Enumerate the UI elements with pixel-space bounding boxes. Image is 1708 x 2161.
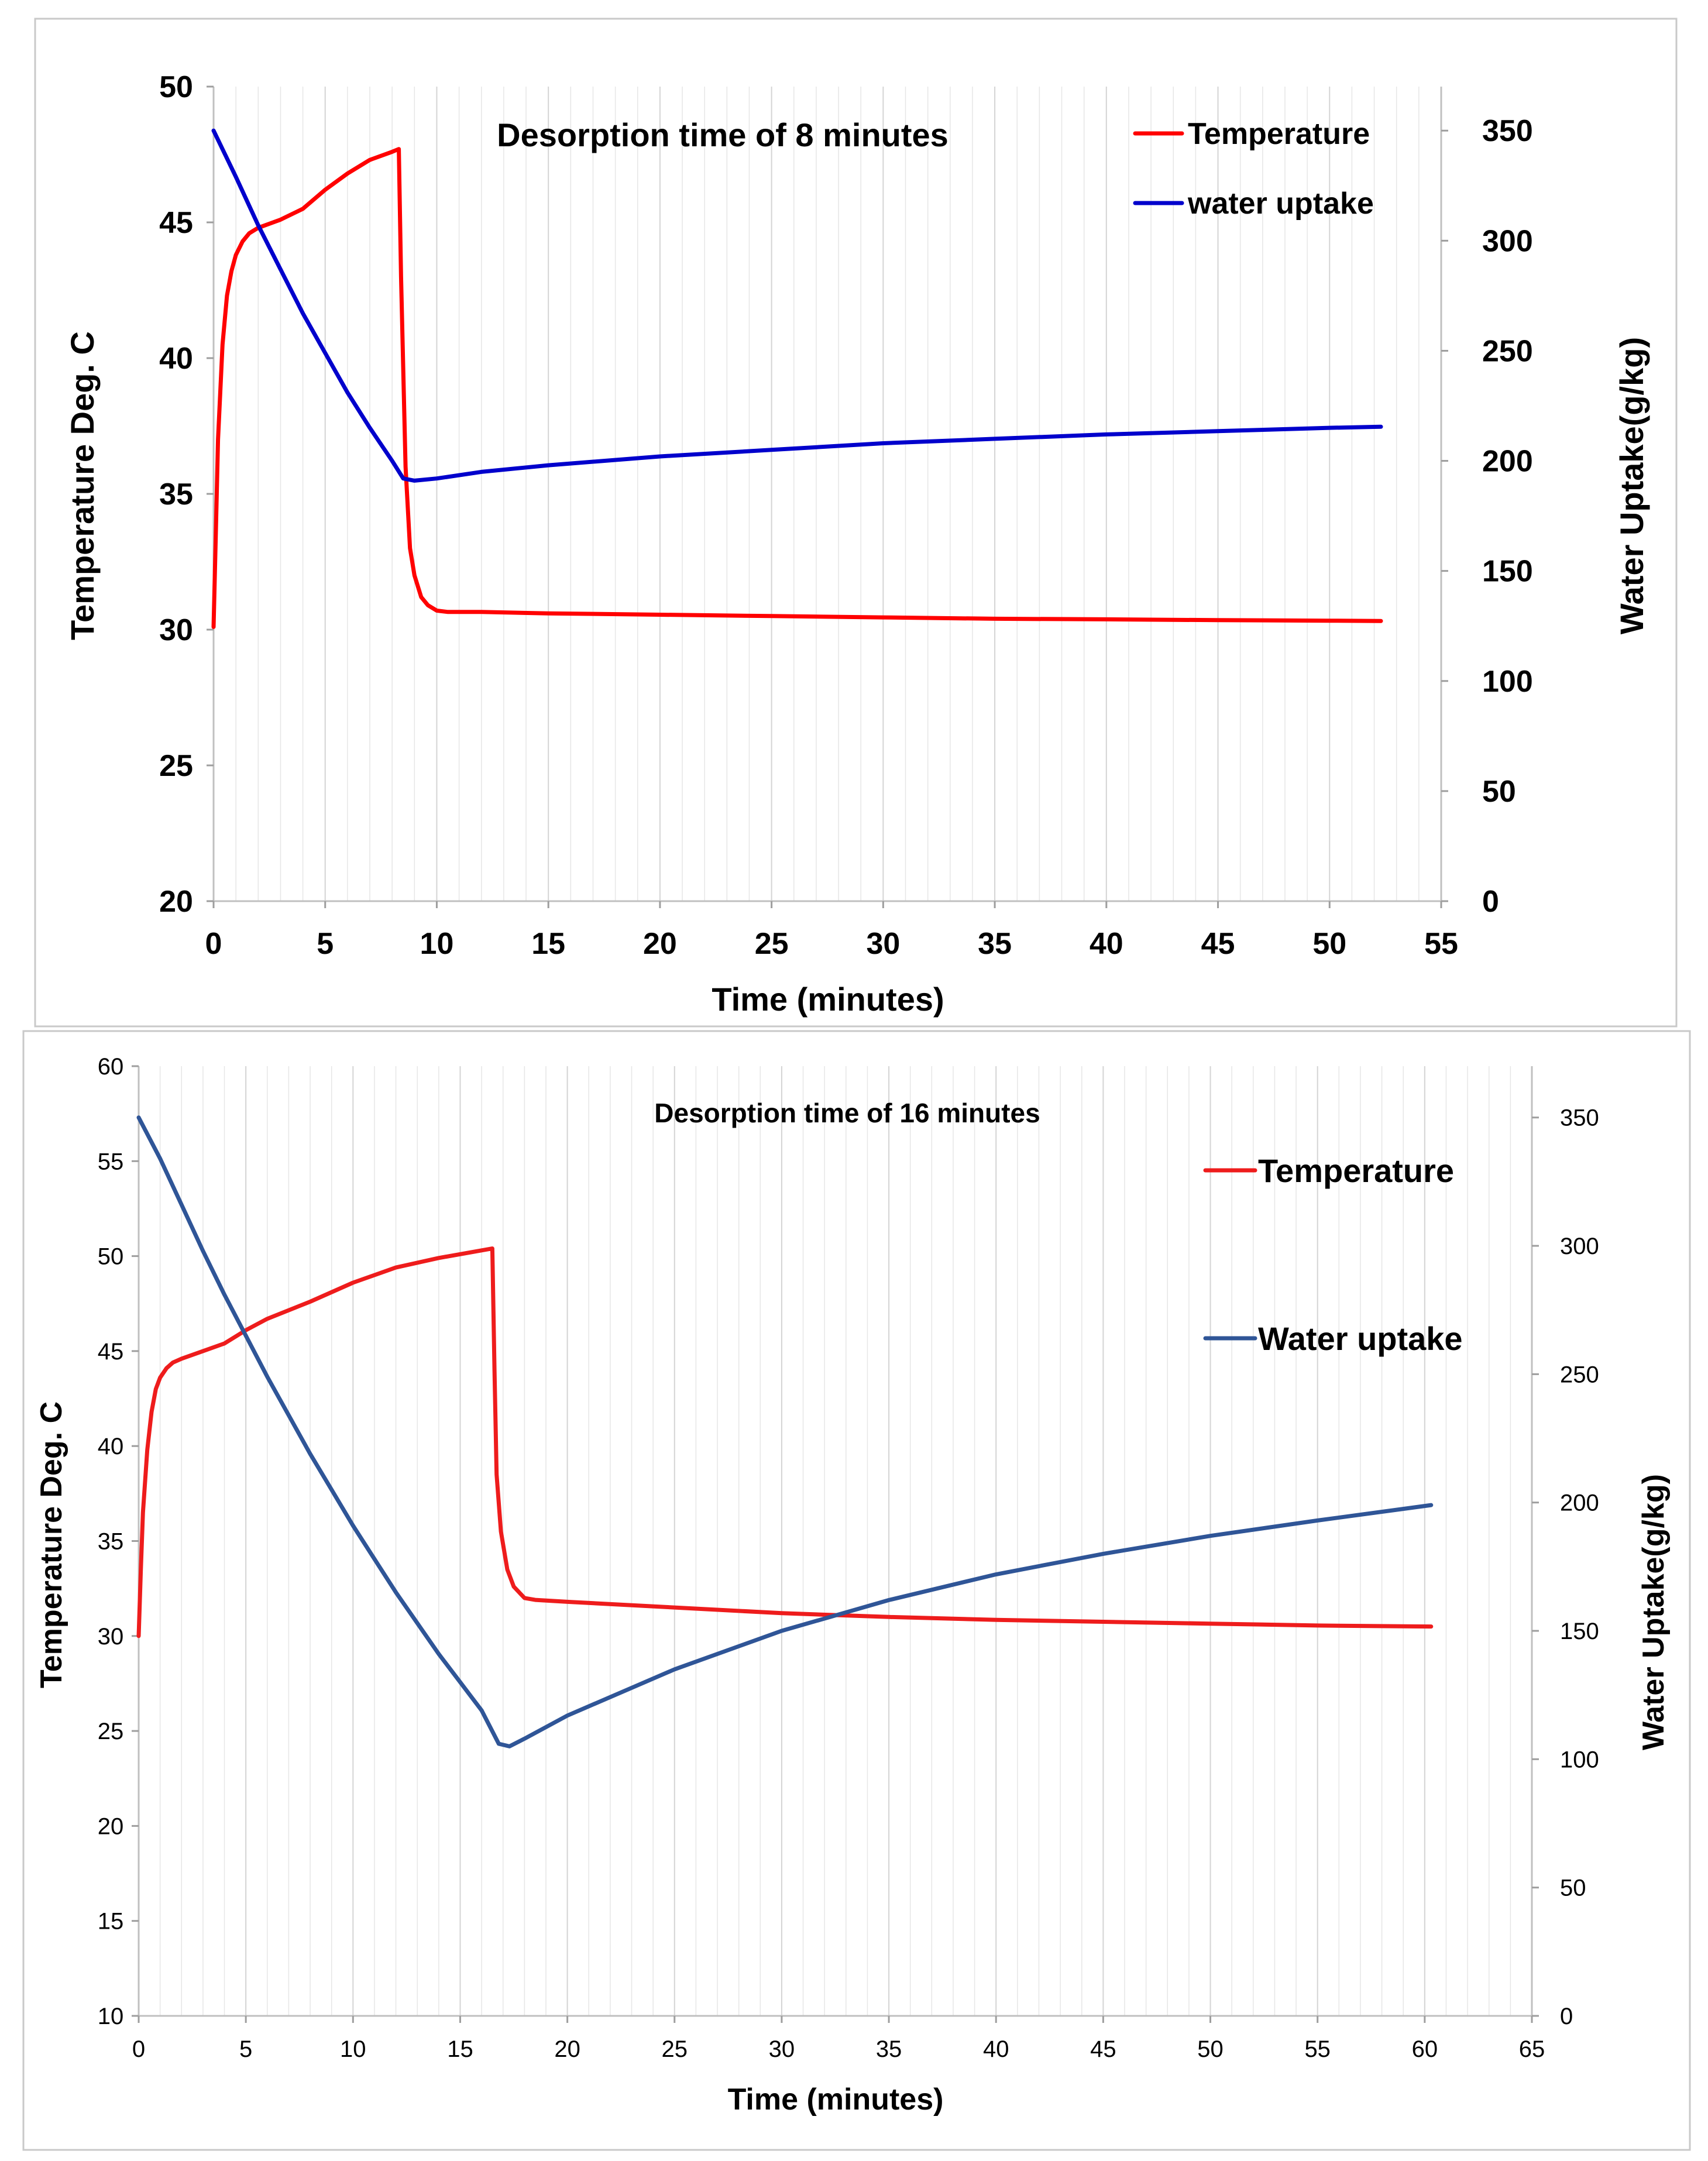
legend: Temperature water uptake (1133, 117, 1374, 221)
x-tick-label: 0 (132, 2036, 145, 2062)
legend-label: Temperature (1188, 117, 1370, 151)
x-tick-label: 25 (755, 927, 789, 961)
y2-tick-label: 0 (1482, 885, 1499, 919)
y-tick-label: 40 (98, 1434, 124, 1459)
legend-label: water uptake (1187, 187, 1374, 221)
y2-tick-label: 200 (1482, 445, 1533, 479)
x-tick-label: 30 (769, 2036, 795, 2062)
x-tick-label: 30 (866, 927, 900, 961)
y2-axis-title: Water Uptake(g/kg) (1613, 337, 1650, 634)
y-tick-label: 60 (98, 1054, 124, 1080)
x-tick-label: 10 (340, 2036, 366, 2062)
legend: Temperature Water uptake (1203, 1152, 1463, 1357)
y2-tick-label: 100 (1560, 1747, 1599, 1772)
x-tick-label: 45 (1201, 927, 1235, 961)
y-tick-label: 40 (159, 342, 193, 376)
x-tick-label: 40 (983, 2036, 1009, 2062)
legend-label: Water uptake (1258, 1320, 1463, 1357)
x-tick-label: 45 (1090, 2036, 1116, 2062)
series-line-temperature (136, 1246, 1434, 1638)
x-tick-label: 15 (531, 927, 565, 961)
y2-tick-label: 200 (1560, 1490, 1599, 1516)
x-tick-label: 65 (1519, 2036, 1545, 2062)
y-tick-label: 50 (159, 70, 193, 104)
y2-tick-label: 150 (1560, 1619, 1599, 1644)
series-group (136, 1115, 1434, 1748)
x-tick-label: 20 (554, 2036, 580, 2062)
y2-axis-title: Water Uptake(g/kg) (1637, 1474, 1671, 1750)
y-tick-label: 10 (98, 2004, 124, 2029)
axes: 0 5 10 15 20 25 30 35 40 45 50 55 60 65 10 15 20 25 30 35 40… (98, 1054, 1599, 2062)
chart-panel-16min: 0 5 10 15 20 25 30 35 40 45 50 55 60 65 10 15 20 25 30 35 40… (22, 1030, 1691, 2151)
y-tick-label: 50 (98, 1244, 124, 1270)
y2-tick-label: 300 (1482, 224, 1533, 258)
x-tick-label: 15 (447, 2036, 473, 2062)
y-tick-label: 25 (98, 1719, 124, 1744)
y-tick-label: 30 (159, 613, 193, 647)
x-tick-label: 50 (1197, 2036, 1224, 2062)
x-tick-label: 55 (1304, 2036, 1331, 2062)
x-tick-label: 0 (205, 927, 222, 961)
grid-lines (235, 87, 1442, 901)
y2-tick-label: 250 (1560, 1362, 1599, 1387)
x-tick-label: 20 (643, 927, 677, 961)
y2-tick-label: 350 (1560, 1105, 1599, 1131)
x-tick-label: 25 (662, 2036, 688, 2062)
y2-tick-label: 150 (1482, 555, 1533, 589)
x-tick-label: 10 (420, 927, 454, 961)
chart-frame (34, 18, 1678, 1028)
y-tick-label: 15 (98, 1909, 124, 1935)
y-tick-label: 20 (98, 1813, 124, 1839)
chart-frame (22, 1030, 1691, 2151)
y-tick-label: 55 (98, 1149, 124, 1174)
y-tick-label: 45 (98, 1339, 124, 1365)
y2-tick-label: 250 (1482, 334, 1533, 368)
x-tick-label: 40 (1090, 927, 1123, 961)
axes: 0 5 10 15 20 25 30 35 40 45 50 55 20 25 30 35 40 45 50 0 50 1… (159, 70, 1533, 961)
series-group (211, 128, 1383, 629)
series-line-temperature (211, 147, 1383, 629)
y2-tick-label: 350 (1482, 114, 1533, 148)
x-tick-label: 35 (876, 2036, 902, 2062)
x-tick-label: 50 (1312, 927, 1346, 961)
x-tick-label: 5 (239, 2036, 252, 2062)
x-tick-label: 5 (317, 927, 334, 961)
y-tick-label: 35 (159, 477, 193, 511)
x-tick-label: 55 (1424, 927, 1458, 961)
y2-tick-label: 50 (1560, 1875, 1586, 1901)
y2-tick-label: 100 (1482, 665, 1533, 699)
y-tick-label: 35 (98, 1529, 124, 1555)
y-axis-title: Temperature Deg. C (64, 331, 101, 640)
series-line-water-uptake (211, 128, 1383, 483)
y-tick-label: 30 (98, 1624, 124, 1650)
chart-title: Desorption time of 16 minutes (654, 1098, 1040, 1128)
y-axis-title: Temperature Deg. C (35, 1401, 68, 1688)
chart-panel-8min: 0 5 10 15 20 25 30 35 40 45 50 55 20 25 30 35 40 45 50 0 50 1… (34, 18, 1678, 1028)
y2-tick-label: 50 (1482, 775, 1516, 809)
chart-title: Desorption time of 8 minutes (497, 116, 948, 153)
series-line-water-uptake (136, 1115, 1434, 1748)
legend-label: Temperature (1258, 1152, 1454, 1189)
y2-tick-label: 0 (1560, 2004, 1573, 2029)
x-axis-title: Time (minutes) (712, 981, 944, 1018)
x-tick-label: 60 (1412, 2036, 1438, 2062)
x-axis-title: Time (minutes) (728, 2083, 944, 2117)
y-tick-label: 45 (159, 206, 193, 240)
x-tick-label: 35 (978, 927, 1012, 961)
y-tick-label: 20 (159, 885, 193, 919)
y2-tick-label: 300 (1560, 1234, 1599, 1259)
y-tick-label: 25 (159, 749, 193, 783)
